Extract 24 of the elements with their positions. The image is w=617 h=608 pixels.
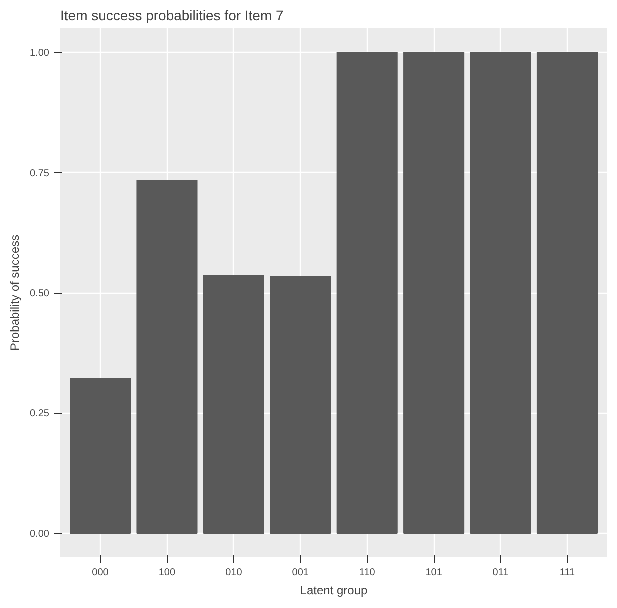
x-tick-label: 111 <box>560 568 576 578</box>
x-tick-label: 010 <box>226 568 243 578</box>
bar <box>203 275 264 534</box>
bar <box>336 52 398 534</box>
y-tick-label: 0.75 <box>30 168 50 180</box>
bar <box>136 180 198 534</box>
x-tick-label: 011 <box>492 568 510 578</box>
x-tick-label: 110 <box>359 568 376 578</box>
bar <box>404 52 465 534</box>
y-tick-label: 0.50 <box>30 288 50 300</box>
chart-title: Item success probabilities for Item 7 <box>60 8 284 24</box>
y-tick-label: 1.00 <box>30 48 50 60</box>
x-axis-title: Latent group <box>300 584 368 598</box>
y-axis-title: Probability of success <box>8 234 22 352</box>
x-tick-label: 000 <box>92 568 110 578</box>
bar <box>536 52 598 534</box>
x-tick-label: 101 <box>426 568 443 578</box>
y-tick-label: 0.00 <box>30 528 50 540</box>
bar <box>270 276 332 534</box>
bar <box>70 378 132 534</box>
x-tick-label: 100 <box>158 568 176 578</box>
y-tick-label: 0.25 <box>30 408 50 420</box>
x-tick-label: 001 <box>292 568 310 578</box>
bar <box>470 52 532 534</box>
